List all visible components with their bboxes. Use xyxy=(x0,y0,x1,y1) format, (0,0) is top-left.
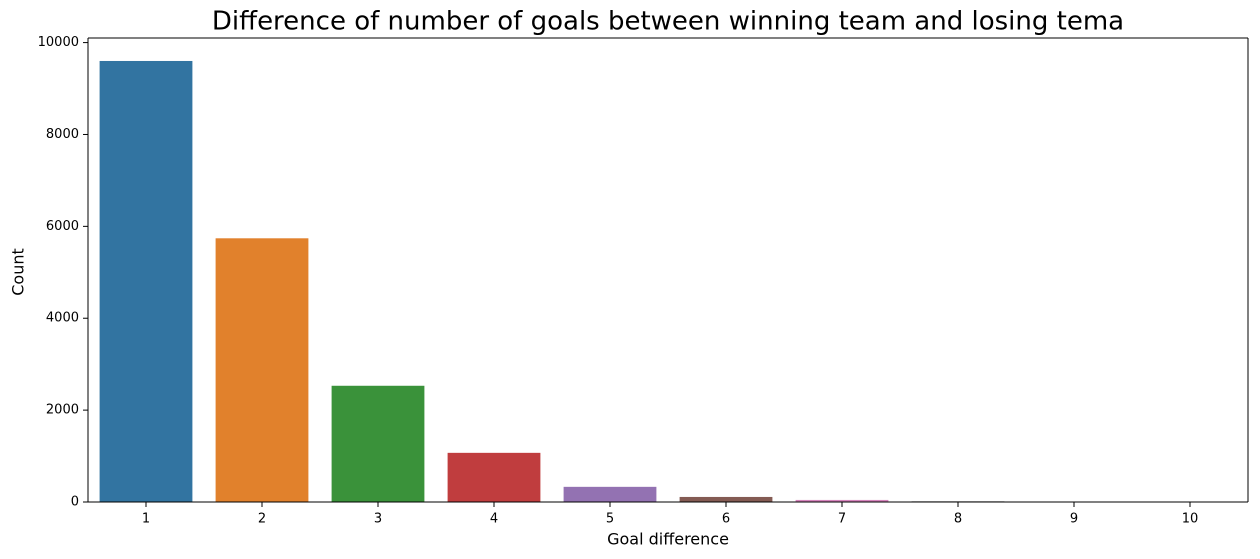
y-axis-label: Count xyxy=(9,248,28,296)
bar xyxy=(447,452,541,502)
y-tick-label: 8000 xyxy=(46,127,79,142)
x-tick-label: 1 xyxy=(142,512,150,527)
y-tick-label: 0 xyxy=(71,495,79,510)
x-tick-label: 8 xyxy=(954,512,962,527)
y-tick-label: 2000 xyxy=(46,403,79,418)
x-tick-label: 7 xyxy=(838,512,846,527)
x-tick-label: 3 xyxy=(374,512,382,527)
bar xyxy=(563,486,657,502)
bar xyxy=(795,499,889,502)
bar xyxy=(679,496,773,502)
y-tick-label: 10000 xyxy=(38,35,79,50)
chart-title: Difference of number of goals between wi… xyxy=(212,7,1124,37)
x-tick-label: 4 xyxy=(490,512,498,527)
x-tick-label: 5 xyxy=(606,512,614,527)
bar xyxy=(99,60,193,502)
x-tick-label: 9 xyxy=(1070,512,1078,527)
bar xyxy=(331,385,425,502)
y-tick-label: 4000 xyxy=(46,311,79,326)
x-tick-label: 6 xyxy=(722,512,730,527)
x-tick-label: 2 xyxy=(258,512,266,527)
x-axis-label: Goal difference xyxy=(607,530,729,549)
y-tick-label: 6000 xyxy=(46,219,79,234)
x-tick-label: 10 xyxy=(1182,512,1199,527)
bar xyxy=(215,238,309,502)
